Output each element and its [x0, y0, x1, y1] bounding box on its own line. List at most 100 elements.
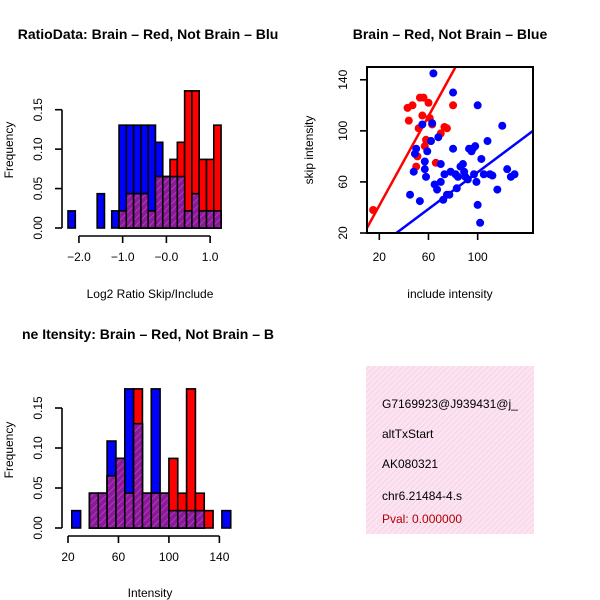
red-bar-13 [203, 509, 214, 529]
red-point-8 [418, 111, 427, 120]
scatter-axes: 20 60 100 20 60 100 140 [336, 66, 534, 264]
red-fit-line [367, 67, 457, 229]
intensity-histogram-axes: 20 60 100 140 0.00 0.05 0.10 0.15 [31, 396, 230, 564]
blue-point-17 [436, 177, 445, 186]
y-tick-label-1: 0.05 [31, 177, 45, 201]
blue-point-47 [493, 185, 502, 194]
red-point-9 [419, 93, 428, 102]
overlap-bar-13 [194, 509, 206, 529]
overlap-bar-11 [176, 509, 188, 529]
blue-point-40 [473, 200, 482, 209]
blue-point-37 [471, 142, 480, 151]
blue-point-51 [510, 170, 519, 179]
overlap-bar-4 [115, 457, 126, 529]
red-bar-11 [185, 388, 197, 529]
blue-point-44 [483, 137, 492, 146]
blue-point-23 [449, 88, 458, 97]
overlap-bar-12 [185, 509, 197, 529]
overlap-bar-6 [132, 422, 144, 529]
x-tick-label-1: 60 [422, 250, 436, 264]
blue-point-0 [406, 190, 415, 199]
overlap-bar-8 [150, 492, 161, 529]
ratio-histogram-xlabel: Log2 Ratio Skip/Include [87, 287, 214, 301]
blue-point-46 [488, 171, 497, 180]
ratio-histogram-panel: RatioData: Brain – Red, Not Brain – Blu … [2, 26, 278, 301]
blue-point-8 [422, 172, 431, 181]
y-tick-label-3: 0.15 [31, 98, 45, 122]
info-accession: AK080321 [382, 457, 438, 471]
y-tick-label-3: 0.15 [31, 396, 45, 420]
scatter-frame [366, 66, 534, 234]
overlap-bar-13 [191, 192, 200, 229]
overlap-bar-5 [132, 192, 142, 229]
blue-point-27 [453, 172, 462, 181]
overlap-bar-10 [168, 509, 179, 529]
overlap-bar-10 [169, 175, 179, 229]
overlap-bar-5 [123, 492, 135, 529]
overlap-bar-4 [125, 192, 135, 229]
blue-point-12 [429, 69, 438, 78]
blue-bar-1 [96, 192, 106, 229]
blue-point-43 [479, 170, 488, 179]
x-tick-label-0: 20 [373, 250, 387, 264]
blue-point-42 [477, 154, 486, 163]
overlap-bar-6 [140, 192, 150, 229]
blue-point-29 [458, 160, 467, 169]
overlap-bar-11 [176, 175, 186, 229]
blue-point-9 [423, 147, 432, 156]
overlap-bar-1 [88, 492, 100, 529]
overlap-bar-3 [106, 475, 117, 529]
y-tick-label-1: 0.05 [31, 476, 45, 500]
blue-point-19 [440, 170, 449, 179]
info-probe-id: G7169923@J939431@j_ [382, 397, 518, 411]
ratio-histogram-ylabel: Frequency [2, 122, 16, 179]
y-tick-label-1: 60 [336, 175, 350, 189]
red-point-3 [408, 101, 417, 110]
blue-bar-2 [110, 210, 120, 229]
scatter-xlabel: include intensity [407, 287, 492, 301]
overlap-bar-2 [97, 492, 108, 529]
blue-point-24 [449, 144, 458, 153]
red-point-12 [424, 98, 433, 107]
scatter-clipped-group [367, 67, 533, 233]
x-tick-label-2: 100 [468, 250, 488, 264]
scatter-ylabel: skip intensity [302, 116, 316, 185]
intensity-histogram-xlabel: Intensity [128, 586, 173, 600]
x-tick-label-1: −1.0 [111, 250, 135, 264]
blue-point-11 [428, 119, 437, 128]
overlap-bar-15 [205, 210, 215, 229]
intensity-histogram-ylabel: Frequency [2, 422, 16, 479]
y-tick-label-0: 0.00 [31, 516, 45, 540]
blue-point-14 [433, 185, 442, 194]
y-tick-label-2: 100 [336, 121, 350, 141]
x-tick-label-1: 60 [112, 550, 126, 564]
red-bar-9 [183, 90, 193, 229]
blue-point-7 [420, 165, 429, 174]
red-point-20 [449, 101, 458, 110]
overlap-bar-3 [118, 210, 128, 229]
blue-point-1 [409, 167, 418, 176]
info-box-background [366, 366, 534, 534]
y-tick-label-0: 0.00 [31, 216, 45, 240]
ratio-histogram-title: RatioData: Brain – Red, Not Brain – Blu [18, 26, 279, 42]
blue-point-5 [418, 120, 427, 129]
blue-point-6 [420, 157, 429, 166]
overlap-bar-7 [147, 210, 157, 229]
overlap-bar-12 [183, 210, 193, 229]
info-event-type: altTxStart [382, 427, 434, 441]
blue-point-15 [434, 133, 443, 142]
overlap-bar-8 [154, 175, 164, 229]
info-box: G7169923@J939431@j_ altTxStart AK080321 … [366, 366, 534, 534]
overlap-bar-9 [159, 492, 170, 529]
x-tick-label-0: −2.0 [67, 250, 91, 264]
y-tick-label-3: 140 [336, 69, 350, 89]
y-tick-label-2: 0.10 [31, 436, 45, 460]
ratio-histogram-bars [67, 90, 222, 229]
intensity-histogram-bars [70, 388, 232, 529]
x-tick-label-2: −0.0 [155, 250, 179, 264]
overlap-bar-16 [212, 210, 222, 229]
blue-point-41 [476, 218, 485, 227]
overlap-bar-14 [198, 210, 208, 229]
intensity-histogram-title: ne Itensity: Brain – Red, Not Brain – B [22, 326, 274, 342]
blue-point-10 [426, 137, 435, 146]
